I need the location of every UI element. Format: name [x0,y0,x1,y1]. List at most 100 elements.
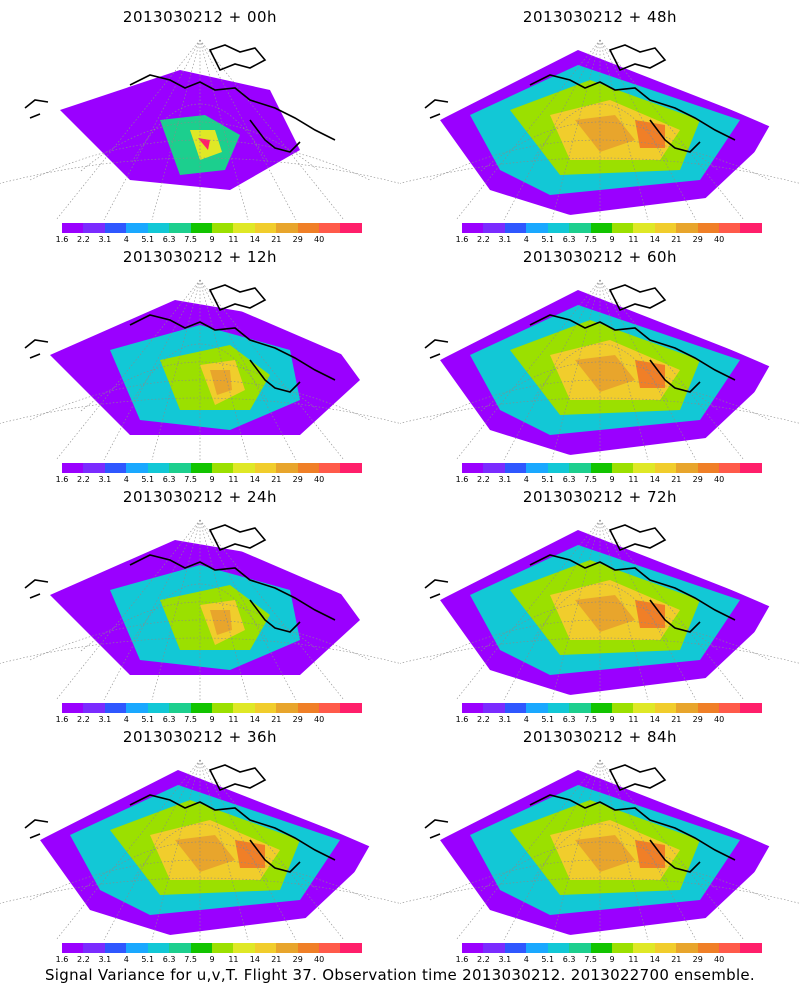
colorbar-swatch [719,703,741,713]
colorbar-swatch [254,463,277,473]
colorbar-tick-label: 14 [649,475,660,484]
colorbar-tick-label: 21 [271,475,282,484]
colorbar-swatch [719,463,741,473]
colorbar-tick-label: 1.6 [455,475,469,484]
variance-map [400,39,800,220]
panel-title: 2013030212 + 60h [522,248,678,266]
colorbar-swatch [483,943,505,953]
colorbar-tick-label: 7.5 [584,955,597,964]
colorbar-tick-label: 29 [692,475,703,484]
colorbar-swatch [169,223,191,233]
colorbar-swatch [297,463,320,473]
colorbar-tick-label: 2.2 [77,955,90,964]
colorbar-tick-label: 14 [249,955,260,964]
colorbar-tick-label: 6.3 [162,235,176,244]
colorbar-tick-label: 6.3 [162,475,176,484]
colorbar-tick-label: 4 [523,715,529,724]
map-panel-48h: 2013030212 + 48h 1.6 2.2 3.1 4 5.1 6.3 7.5 9 11 1… [400,0,800,250]
colorbar-tick-label: 29 [292,475,303,484]
colorbar-swatch [611,223,634,233]
colorbar-swatch [633,703,655,713]
colorbar-tick-label: 5.1 [541,955,555,964]
colorbar-swatch [547,703,570,713]
colorbar-swatch [319,943,341,953]
colorbar-swatch [462,703,484,713]
colorbar-swatch [340,223,362,233]
colorbar-tick-label: 5.1 [141,235,155,244]
colorbar-tick-label: 2.2 [77,475,90,484]
colorbar-swatch [504,703,527,713]
colorbar-swatch [697,223,720,233]
variance-map [0,759,400,940]
colorbar-tick-label: 40 [314,235,325,244]
colorbar-swatch [462,223,484,233]
colorbar-swatch [233,463,255,473]
colorbar-tick-label: 1.6 [55,475,69,484]
colorbar-swatch [83,943,105,953]
colorbar-tick-label: 2.2 [477,475,490,484]
colorbar-tick-label: 6.3 [562,715,576,724]
colorbar-tick-label: 14 [649,715,660,724]
colorbar-swatch [569,703,591,713]
colorbar-tick-label: 11 [628,235,639,244]
colorbar-tick-label: 3.1 [498,475,512,484]
colorbar-tick-label: 2.2 [477,715,490,724]
variance-contour [175,835,235,872]
colorbar-tick-label: 7.5 [184,235,197,244]
colorbar-tick-label: 6.3 [562,955,576,964]
colorbar-swatch [547,943,570,953]
colorbar-swatch [340,463,362,473]
colorbar [62,943,362,953]
colorbar-swatch [719,223,741,233]
colorbar-tick-label: 21 [671,475,682,484]
colorbar-swatch [276,463,298,473]
colorbar-swatch [62,943,84,953]
colorbar-tick-label: 7.5 [184,475,197,484]
colorbar [462,943,762,953]
panel-title: 2013030212 + 72h [522,488,678,506]
colorbar-tick-label: 3.1 [98,235,112,244]
colorbar-swatch [740,223,762,233]
colorbar-tick-label: 4 [523,235,529,244]
colorbar-tick-label: 3.1 [98,955,112,964]
colorbar-tick-label: 5.1 [141,955,155,964]
colorbar-tick-label: 1.6 [455,955,469,964]
variance-contour [575,835,635,872]
colorbar-swatch [504,463,527,473]
colorbar-swatch [319,223,341,233]
colorbar-swatch [233,703,255,713]
colorbar-swatch [276,943,298,953]
colorbar-swatch [83,223,105,233]
panel-title: 2013030212 + 12h [122,248,278,266]
colorbar-tick-label: 3.1 [498,955,512,964]
colorbar-tick-label: 2.2 [77,715,90,724]
colorbar-tick-label: 3.1 [498,235,512,244]
colorbar-swatch [297,223,320,233]
colorbar-tick-label: 29 [692,715,703,724]
colorbar-swatch [697,703,720,713]
colorbar-tick-label: 21 [671,955,682,964]
colorbar-tick-label: 40 [314,475,325,484]
colorbar [462,463,762,473]
colorbar-tick-label: 14 [649,955,660,964]
variance-contour [575,115,635,152]
colorbar-swatch [211,463,234,473]
colorbar-swatch [590,463,612,473]
panel-title: 2013030212 + 48h [522,8,678,26]
colorbar-tick-label: 21 [271,715,282,724]
colorbar-tick-label: 40 [714,475,725,484]
colorbar-tick-label: 9 [609,715,615,724]
colorbar-swatch [569,463,591,473]
colorbar [462,703,762,713]
colorbar-swatch [654,943,677,953]
colorbar [62,223,362,233]
colorbar-tick-label: 29 [692,235,703,244]
colorbar-tick-label: 40 [314,715,325,724]
colorbar-swatch [590,223,612,233]
colorbar-tick-label: 7.5 [584,475,597,484]
colorbar-swatch [676,943,698,953]
variance-contour [210,610,232,635]
panel-title: 2013030212 + 36h [122,728,278,746]
colorbar-swatch [633,943,655,953]
colorbar-swatch [233,223,255,233]
